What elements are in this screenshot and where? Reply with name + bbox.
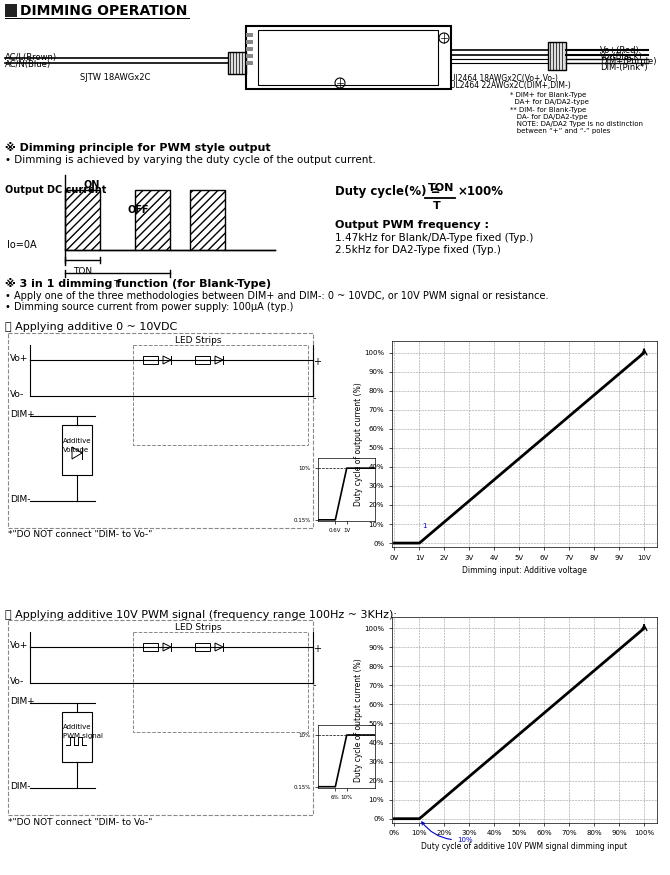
Text: Vo+(Red): Vo+(Red) xyxy=(600,46,640,55)
Bar xyxy=(190,190,225,250)
Text: Vo+: Vo+ xyxy=(10,641,28,650)
Text: 1.47kHz for Blank/DA-Type fixed (Typ.): 1.47kHz for Blank/DA-Type fixed (Typ.) xyxy=(335,233,533,243)
Text: ×100%: ×100% xyxy=(458,185,504,198)
Text: DA- for DA/DA2-type: DA- for DA/DA2-type xyxy=(510,114,588,120)
Text: -: - xyxy=(313,680,316,690)
Text: between “+” and “-” poles: between “+” and “-” poles xyxy=(510,128,610,134)
Text: ※ Dimming principle for PWM style output: ※ Dimming principle for PWM style output xyxy=(5,142,271,153)
Bar xyxy=(246,61,253,65)
Text: Vo+: Vo+ xyxy=(10,354,28,363)
Bar xyxy=(548,42,566,70)
Bar xyxy=(62,712,92,762)
Bar xyxy=(65,190,100,250)
Bar xyxy=(143,356,158,364)
Text: DIM+(Purple): DIM+(Purple) xyxy=(600,57,657,66)
Text: DA+ for DA/DA2-type: DA+ for DA/DA2-type xyxy=(510,99,589,105)
Bar xyxy=(195,643,210,651)
Text: Duty cycle(%) =: Duty cycle(%) = xyxy=(335,185,440,198)
Bar xyxy=(258,30,438,85)
Bar xyxy=(8,333,313,528)
X-axis label: Dimming input: Additive voltage: Dimming input: Additive voltage xyxy=(462,566,587,575)
Text: DIM-: DIM- xyxy=(10,782,31,791)
Text: • Apply one of the three methodologies between DIM+ and DIM-: 0 ~ 10VDC, or 10V : • Apply one of the three methodologies b… xyxy=(5,291,549,301)
Text: * DIM+ for Blank-Type: * DIM+ for Blank-Type xyxy=(510,92,586,98)
Y-axis label: Duty cycle of output current (%): Duty cycle of output current (%) xyxy=(354,658,362,781)
Text: 1: 1 xyxy=(422,523,426,528)
Text: T: T xyxy=(433,201,441,211)
Text: 10%: 10% xyxy=(422,822,472,843)
Text: T: T xyxy=(113,280,119,289)
Text: • Dimming source current from power supply: 100μA (typ.): • Dimming source current from power supp… xyxy=(5,302,293,312)
Text: *"DO NOT connect "DIM- to Vo-": *"DO NOT connect "DIM- to Vo-" xyxy=(8,530,152,539)
Text: AC/N(Blue): AC/N(Blue) xyxy=(5,60,51,69)
X-axis label: Duty cycle of additive 10V PWM signal dimming input: Duty cycle of additive 10V PWM signal di… xyxy=(421,842,627,850)
Text: TON: TON xyxy=(73,267,92,276)
Bar xyxy=(143,643,158,651)
Bar xyxy=(246,40,253,44)
Text: LED Strips: LED Strips xyxy=(175,336,222,345)
Text: -: - xyxy=(313,393,316,403)
Y-axis label: Duty cycle of output current (%): Duty cycle of output current (%) xyxy=(354,382,362,506)
Text: • Dimming is achieved by varying the duty cycle of the output current.: • Dimming is achieved by varying the dut… xyxy=(5,155,376,165)
Text: AC/L(Brown): AC/L(Brown) xyxy=(5,53,57,62)
Bar xyxy=(246,33,253,37)
Text: Ⓒ Applying additive 10V PWM signal (frequency range 100Hz ~ 3KHz):: Ⓒ Applying additive 10V PWM signal (freq… xyxy=(5,610,397,620)
Text: OFF: OFF xyxy=(127,205,149,215)
Text: Vo-: Vo- xyxy=(10,677,24,686)
Bar xyxy=(5,4,17,17)
Text: UI2464 18AWGx2C(Vo+,Vo-): UI2464 18AWGx2C(Vo+,Vo-) xyxy=(450,74,558,83)
Text: DIMMING OPERATION: DIMMING OPERATION xyxy=(20,4,188,18)
Bar xyxy=(135,190,170,250)
Text: LED Strips: LED Strips xyxy=(175,623,222,632)
Text: DIM-: DIM- xyxy=(10,495,31,504)
Text: *"DO NOT connect "DIM- to Vo-": *"DO NOT connect "DIM- to Vo-" xyxy=(8,818,152,827)
Text: DIM-(Pink*): DIM-(Pink*) xyxy=(600,63,648,72)
Bar xyxy=(228,52,246,74)
Text: PWM signal: PWM signal xyxy=(63,733,103,739)
Text: Voltage: Voltage xyxy=(63,447,89,453)
Bar xyxy=(5,18,190,19)
Text: ※ 3 in 1 dimming function (for Blank-Type): ※ 3 in 1 dimming function (for Blank-Typ… xyxy=(5,278,271,289)
Text: ** DIM- for Blank-Type: ** DIM- for Blank-Type xyxy=(510,107,586,113)
Bar xyxy=(133,345,308,445)
Text: Ⓒ Applying additive 0 ~ 10VDC: Ⓒ Applying additive 0 ~ 10VDC xyxy=(5,322,178,332)
Bar xyxy=(246,26,451,89)
Bar xyxy=(62,425,92,475)
Text: 2.5kHz for DA2-Type fixed (Typ.): 2.5kHz for DA2-Type fixed (Typ.) xyxy=(335,245,501,255)
Text: SJTW 18AWGx2C: SJTW 18AWGx2C xyxy=(80,73,150,82)
Text: ON: ON xyxy=(83,180,99,190)
Text: Output PWM frequency :: Output PWM frequency : xyxy=(335,220,489,230)
Text: Additive: Additive xyxy=(63,438,92,444)
Bar xyxy=(195,356,210,364)
Text: Vo-(Black): Vo-(Black) xyxy=(600,52,643,61)
Text: UL2464 22AWGx2C(DIM+,DIM-): UL2464 22AWGx2C(DIM+,DIM-) xyxy=(450,81,571,90)
Text: TON: TON xyxy=(428,183,454,193)
Text: DIM+: DIM+ xyxy=(10,697,35,706)
Text: DIM+: DIM+ xyxy=(10,410,35,419)
Bar xyxy=(8,620,313,815)
Text: Additive: Additive xyxy=(63,724,92,730)
Bar xyxy=(246,47,253,51)
Bar xyxy=(133,632,308,732)
Text: NOTE: DA/DA2 Type is no distinction: NOTE: DA/DA2 Type is no distinction xyxy=(510,121,643,127)
Text: Vo-: Vo- xyxy=(10,390,24,399)
Text: +: + xyxy=(313,644,321,654)
Text: Io=0A: Io=0A xyxy=(7,240,37,250)
Bar xyxy=(246,54,253,58)
Text: Output DC current: Output DC current xyxy=(5,185,107,195)
Text: +: + xyxy=(313,357,321,367)
